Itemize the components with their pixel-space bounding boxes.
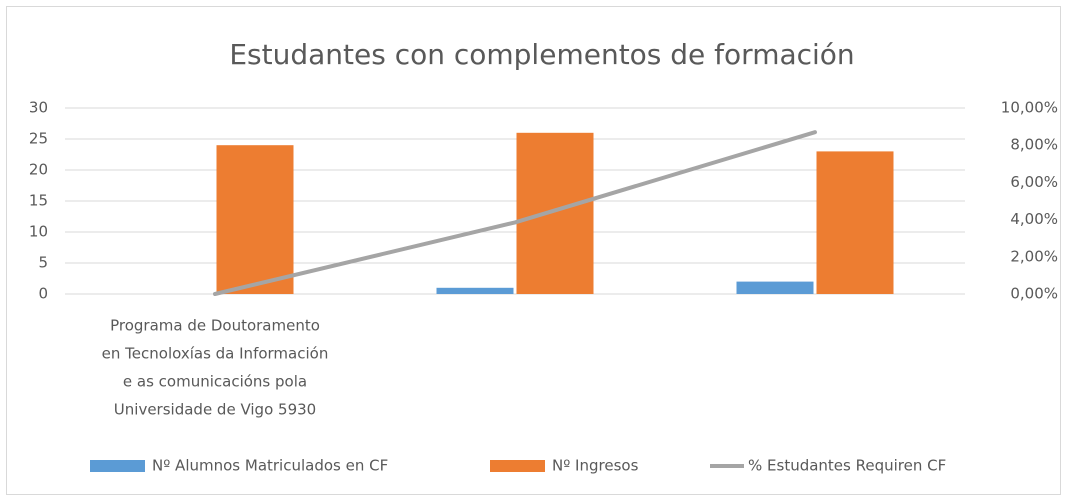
y-tick-label: 5 xyxy=(38,254,48,272)
x-tick-label: e as comunicacións pola xyxy=(123,373,307,391)
y-tick-label: 10 xyxy=(29,223,48,241)
y-tick-label: 0 xyxy=(38,285,48,303)
x-tick-label: Universidade de Vigo 5930 xyxy=(114,401,316,419)
y-tick-label: 15 xyxy=(29,192,48,210)
y2-tick-label: 10,00% xyxy=(1001,99,1058,117)
y2-tick-label: 8,00% xyxy=(1010,136,1058,154)
y2-tick-label: 0,00% xyxy=(1010,285,1058,303)
legend-label: Nº Ingresos xyxy=(552,457,639,475)
x-tick-label: Programa de Doutoramento xyxy=(110,317,320,335)
legend-label: % Estudantes Requiren CF xyxy=(748,457,946,475)
bar xyxy=(736,281,814,294)
legend-label: Nº Alumnos Matriculados en CF xyxy=(152,457,388,475)
line xyxy=(213,130,817,296)
x-tick-label: en Tecnoloxías da Información xyxy=(102,345,329,363)
y-tick-label: 30 xyxy=(29,99,48,117)
legend-swatch xyxy=(90,460,145,472)
legend-swatch xyxy=(490,460,545,472)
bar xyxy=(436,287,514,294)
y-tick-label: 25 xyxy=(29,130,48,148)
bar xyxy=(216,145,294,294)
y2-tick-label: 4,00% xyxy=(1010,210,1058,228)
bar xyxy=(816,151,894,294)
chart-title: Estudantes con complementos de formación xyxy=(229,38,854,71)
y-tick-label: 20 xyxy=(29,161,48,179)
bar xyxy=(516,132,594,294)
y2-tick-label: 6,00% xyxy=(1010,173,1058,191)
y2-tick-label: 2,00% xyxy=(1010,247,1058,265)
